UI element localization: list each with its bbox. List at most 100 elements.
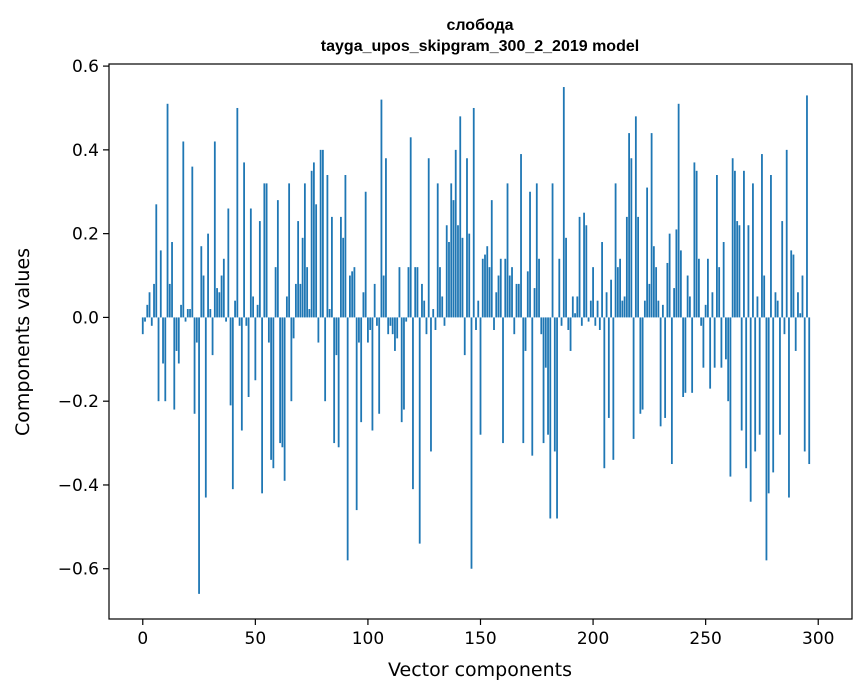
y-tick-label: −0.2 — [58, 392, 99, 412]
bar — [146, 304, 149, 318]
bar — [772, 317, 775, 473]
bar — [567, 317, 570, 330]
bar — [549, 317, 552, 519]
bar — [182, 141, 185, 318]
y-tick-label: 0.0 — [72, 308, 99, 328]
bar — [452, 200, 455, 318]
x-tick-label: 100 — [352, 629, 384, 649]
bar — [668, 233, 671, 318]
bar — [385, 158, 387, 318]
bar — [317, 317, 320, 343]
bar — [394, 317, 396, 351]
bar — [328, 309, 331, 318]
bar — [254, 317, 257, 381]
bar — [770, 175, 772, 318]
bar — [704, 304, 707, 318]
bar — [695, 170, 698, 318]
bar — [252, 296, 254, 318]
x-tick-label: 250 — [689, 629, 721, 649]
bar — [362, 292, 365, 318]
bar — [355, 317, 358, 511]
x-tick-label: 50 — [245, 629, 267, 649]
bar — [481, 258, 484, 318]
bar — [382, 275, 385, 318]
bar — [621, 300, 624, 318]
bar — [441, 296, 444, 318]
bar — [718, 267, 721, 318]
bar — [349, 275, 351, 318]
bar — [466, 158, 468, 318]
bar — [319, 149, 322, 318]
bar — [463, 317, 466, 356]
bar — [605, 292, 608, 318]
bar — [396, 317, 399, 339]
bar — [340, 216, 342, 318]
bar — [367, 317, 369, 343]
bar — [303, 183, 306, 318]
bar — [598, 317, 601, 330]
x-tick-label: 300 — [802, 629, 834, 649]
bar — [337, 317, 340, 448]
bar — [479, 317, 482, 435]
bar — [499, 258, 502, 318]
bar — [229, 317, 232, 406]
bar — [558, 258, 561, 318]
bar — [783, 317, 786, 335]
bar — [391, 317, 394, 335]
bar — [240, 317, 243, 431]
bar — [477, 300, 480, 318]
bar — [200, 246, 203, 318]
bar — [213, 141, 216, 318]
chart-title: слобода — [446, 17, 513, 34]
bar — [506, 183, 509, 318]
bar — [659, 317, 662, 427]
bar — [639, 317, 642, 414]
bar — [164, 317, 167, 402]
bar — [713, 317, 716, 368]
bar — [585, 225, 588, 318]
bar — [376, 317, 378, 326]
bar — [562, 87, 565, 318]
bar — [443, 317, 446, 326]
bar — [407, 267, 410, 318]
bar — [648, 283, 651, 318]
bar — [797, 292, 799, 318]
bar — [616, 267, 619, 318]
bar — [209, 309, 212, 318]
bar — [580, 317, 583, 326]
bar — [490, 200, 493, 318]
bar — [790, 250, 793, 318]
bar — [765, 317, 768, 561]
bar — [238, 317, 241, 326]
bar — [740, 317, 743, 431]
bar — [754, 317, 757, 452]
bar — [632, 317, 635, 439]
y-tick-label: −0.6 — [58, 560, 99, 580]
bar — [794, 317, 797, 351]
bar — [497, 275, 500, 318]
y-tick-label: 0.2 — [72, 225, 99, 245]
bar — [346, 317, 349, 561]
bar — [675, 229, 678, 318]
bar — [436, 183, 439, 318]
bar — [333, 317, 336, 444]
bar — [684, 317, 687, 393]
bar — [403, 317, 405, 410]
bar — [677, 103, 680, 318]
bar — [432, 309, 435, 318]
bar — [574, 313, 576, 318]
bar — [785, 149, 788, 318]
bar — [430, 317, 432, 452]
bar — [538, 258, 540, 318]
bar — [335, 317, 338, 356]
bar — [234, 300, 236, 318]
bar — [657, 300, 660, 318]
bar — [294, 283, 297, 318]
bar — [475, 317, 477, 330]
bar — [556, 317, 558, 519]
bar — [225, 317, 227, 322]
bar — [544, 317, 547, 368]
bar — [526, 271, 529, 318]
bar — [389, 317, 392, 326]
